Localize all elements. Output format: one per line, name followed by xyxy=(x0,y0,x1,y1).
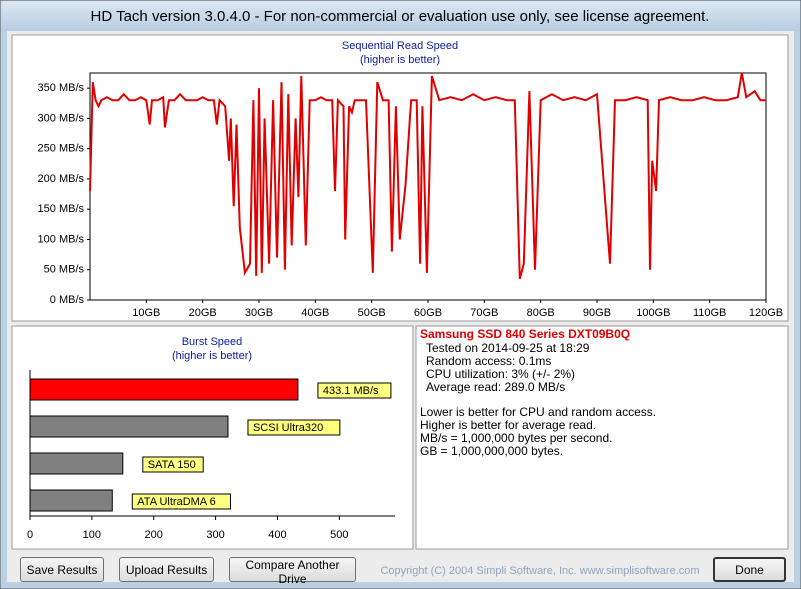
x-tick-label: 120GB xyxy=(749,307,783,319)
copyright: Copyright (C) 2004 Simpli Software, Inc.… xyxy=(380,565,699,577)
x-tick-label: 80GB xyxy=(527,307,555,319)
bar xyxy=(29,415,229,438)
x-tick-label: 10GB xyxy=(132,307,160,319)
x-tick-label: 400 xyxy=(268,529,286,541)
chart-title: Sequential Read Speed xyxy=(342,40,458,52)
note: Higher is better for average read. xyxy=(420,418,596,432)
compare-button[interactable]: Compare Another Drive xyxy=(229,557,356,586)
x-tick-label: 70GB xyxy=(470,307,498,319)
label-box xyxy=(247,419,341,436)
done-button[interactable]: Done xyxy=(713,557,786,582)
stat: Average read: 289.0 MB/s xyxy=(426,380,565,394)
bar xyxy=(29,378,299,401)
category-label: ATA UltraDMA 6 xyxy=(137,496,215,508)
value-label: 433.1 MB/s xyxy=(323,385,379,397)
stat: CPU utilization: 3% (+/- 2%) xyxy=(426,367,575,381)
x-tick-label: 0 xyxy=(27,529,33,541)
x-tick-label: 100 xyxy=(83,529,101,541)
bar xyxy=(29,489,113,512)
chart-title: Burst Speed xyxy=(182,336,243,348)
title-bar xyxy=(1,1,800,31)
x-tick-label: 500 xyxy=(330,529,348,541)
y-tick-label: 50 MB/s xyxy=(44,264,85,276)
category-label: SATA 150 xyxy=(148,459,196,471)
note: Lower is better for CPU and random acces… xyxy=(420,405,656,419)
y-tick-label: 200 MB/s xyxy=(38,173,85,185)
note: MB/s = 1,000,000 bytes per second. xyxy=(420,431,612,445)
save-button[interactable]: Save Results xyxy=(20,557,104,582)
chart-subtitle: (higher is better) xyxy=(360,54,440,66)
stat: Random access: 0.1ms xyxy=(426,354,551,368)
drive-name: Samsung SSD 840 Series DXT09B0Q xyxy=(420,327,630,341)
read-line xyxy=(89,72,766,280)
x-tick-label: 110GB xyxy=(693,307,726,319)
chart-subtitle: (higher is better) xyxy=(172,350,252,362)
note: GB = 1,000,000,000 bytes. xyxy=(420,444,563,458)
y-tick-label: 150 MB/s xyxy=(38,203,85,215)
x-tick-label: 300 xyxy=(206,529,224,541)
x-tick-label: 60GB xyxy=(414,307,442,319)
x-tick-label: 90GB xyxy=(583,307,611,319)
x-tick-label: 40GB xyxy=(301,307,329,319)
window-title: HD Tach version 3.0.4.0 - For non-commer… xyxy=(91,8,710,25)
y-tick-label: 0 MB/s xyxy=(50,294,85,306)
y-tick-label: 300 MB/s xyxy=(38,112,85,124)
y-tick-label: 100 MB/s xyxy=(38,233,85,245)
bar xyxy=(29,452,124,475)
y-tick-label: 250 MB/s xyxy=(38,143,85,155)
label-box xyxy=(131,493,231,510)
upload-button[interactable]: Upload Results xyxy=(119,557,214,582)
label-box xyxy=(317,382,392,399)
x-tick-label: 30GB xyxy=(245,307,273,319)
stat: Tested on 2014-09-25 at 18:29 xyxy=(426,341,590,355)
x-tick-label: 20GB xyxy=(189,307,217,319)
label-box xyxy=(142,456,204,473)
x-tick-label: 50GB xyxy=(358,307,386,319)
x-tick-label: 200 xyxy=(145,529,163,541)
y-tick-label: 350 MB/s xyxy=(38,82,85,94)
category-label: SCSI Ultra320 xyxy=(253,422,323,434)
x-tick-label: 100GB xyxy=(636,307,670,319)
info-panel xyxy=(415,325,789,550)
